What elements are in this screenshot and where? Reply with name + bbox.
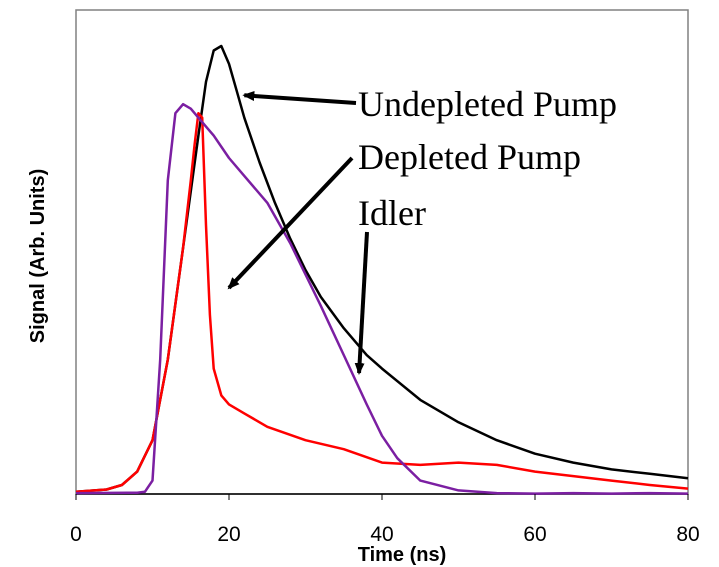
series-line-2 [75,102,689,495]
annotation-arrow [354,231,369,376]
x-tick-label: 80 [676,523,699,546]
annotation-label: Idler [358,193,426,233]
x-tick-label: 40 [370,523,393,546]
x-axis-ticks: 0 20 40 60 80 [70,494,700,546]
x-axis-title: Time (ns) [358,544,447,566]
annotation-label: Depleted Pump [358,137,581,177]
plot-area [75,9,689,495]
annotation-arrow [227,156,354,290]
x-tick-label: 0 [70,523,82,546]
annotations: Undepleted Pump Depleted Pump Idler [227,84,617,376]
x-tick-label: 20 [217,523,240,546]
y-axis-title: Signal (Arb. Units) [27,169,49,343]
annotation-label: Undepleted Pump [358,84,617,124]
plot-border [75,9,689,495]
series-group [75,44,689,495]
x-tick-label: 60 [523,523,546,546]
series-line-1 [75,111,689,494]
annotation-arrow [242,90,357,105]
